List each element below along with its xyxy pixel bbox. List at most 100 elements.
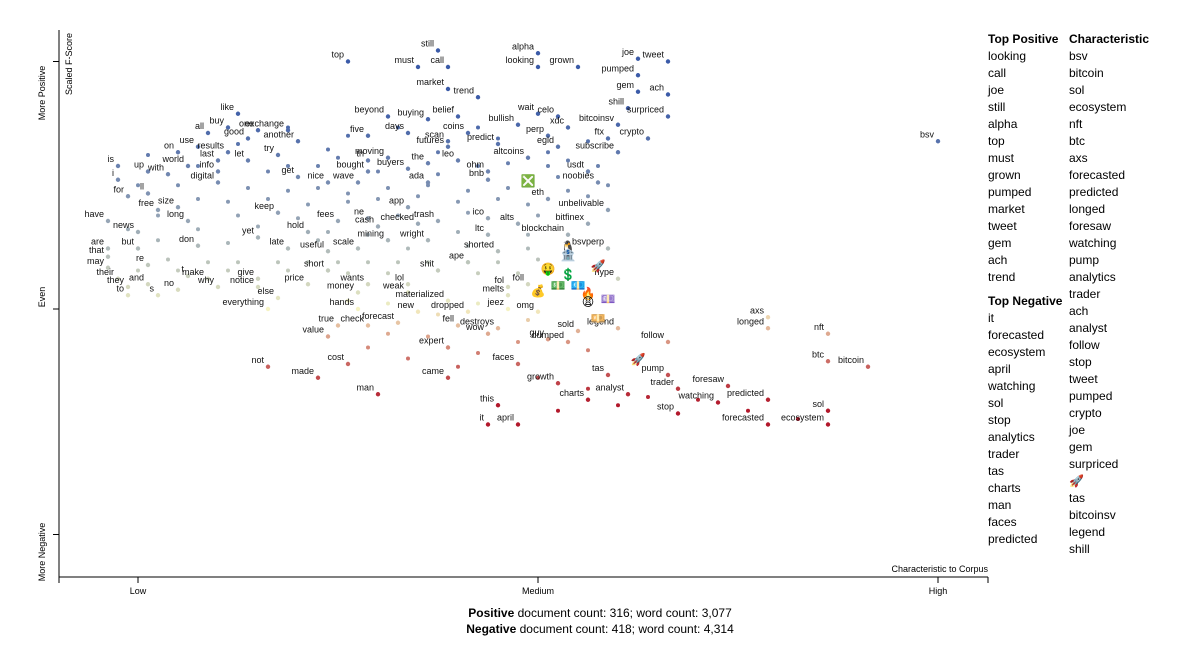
point-label[interactable]: coins — [443, 121, 465, 131]
point-label[interactable]: keep — [254, 201, 274, 211]
point-label[interactable]: check — [340, 314, 364, 324]
point-marker[interactable] — [146, 153, 150, 157]
point-marker[interactable] — [145, 282, 151, 287]
point-marker[interactable] — [176, 183, 180, 188]
point-label[interactable]: get — [281, 165, 294, 175]
characteristic-item[interactable]: 🚀 — [1069, 474, 1084, 488]
point-marker[interactable] — [715, 400, 721, 405]
point-marker[interactable] — [436, 150, 440, 155]
point-label[interactable]: don — [179, 234, 194, 244]
point-label[interactable]: free — [138, 198, 154, 208]
point-label[interactable]: ne — [354, 206, 364, 216]
point-label[interactable]: late — [269, 237, 284, 247]
point-marker[interactable] — [545, 337, 551, 342]
characteristic-item[interactable]: surpriced — [1069, 457, 1119, 471]
characteristic-item[interactable]: watching — [1069, 236, 1117, 250]
point-marker[interactable] — [476, 125, 480, 130]
point-label[interactable]: altcoins — [493, 146, 524, 156]
point-marker[interactable] — [616, 403, 620, 408]
top-positive-item[interactable]: top — [988, 134, 1005, 148]
point-marker[interactable] — [196, 164, 200, 168]
point-label[interactable]: hold — [287, 220, 304, 230]
point-label[interactable]: top — [331, 50, 344, 60]
point-label[interactable]: exchange — [245, 118, 284, 128]
point-marker[interactable] — [145, 169, 151, 174]
point-marker[interactable] — [286, 268, 290, 273]
characteristic-item[interactable]: predicted — [1069, 185, 1119, 199]
point-marker[interactable] — [585, 221, 591, 226]
point-marker[interactable] — [665, 339, 671, 345]
point-label[interactable]: ltc — [475, 223, 485, 233]
point-marker[interactable] — [155, 293, 161, 298]
point-label[interactable]: buyers — [377, 157, 405, 167]
point-marker[interactable] — [306, 260, 310, 265]
point-marker[interactable] — [205, 276, 211, 281]
point-marker[interactable] — [276, 260, 280, 265]
point-marker[interactable] — [105, 218, 111, 224]
point-marker[interactable] — [266, 197, 270, 201]
point-marker[interactable] — [205, 130, 211, 136]
point-marker[interactable] — [545, 133, 551, 138]
point-marker[interactable] — [455, 158, 461, 163]
point-label[interactable]: one — [239, 118, 254, 128]
point-marker[interactable] — [605, 136, 611, 141]
point-label[interactable]: th — [356, 149, 364, 159]
point-label[interactable]: money — [327, 281, 355, 291]
characteristic-item[interactable]: foresaw — [1069, 219, 1112, 233]
point-label[interactable]: scan — [425, 129, 444, 139]
point-marker[interactable] — [425, 117, 431, 122]
top-negative-item[interactable]: analytics — [988, 430, 1035, 444]
point-label[interactable]: unbelivable — [558, 198, 604, 208]
point-marker[interactable] — [696, 397, 700, 402]
characteristic-item[interactable]: tweet — [1069, 372, 1098, 386]
point-label[interactable]: ach — [649, 83, 664, 93]
point-marker[interactable] — [665, 372, 671, 378]
point-marker[interactable] — [245, 136, 251, 141]
point-marker[interactable] — [345, 59, 351, 64]
point-marker[interactable] — [536, 257, 540, 262]
point-marker[interactable] — [476, 351, 480, 355]
point-marker[interactable] — [565, 232, 571, 237]
point-label[interactable]: are — [91, 237, 104, 247]
point-marker[interactable] — [465, 130, 471, 136]
point-label[interactable]: scale — [333, 237, 354, 247]
point-marker[interactable] — [386, 301, 390, 306]
point-marker[interactable] — [365, 133, 371, 138]
characteristic-item[interactable]: gem — [1069, 440, 1093, 454]
point-marker[interactable] — [935, 139, 941, 144]
top-negative-item[interactable]: forecasted — [988, 328, 1045, 342]
point-marker[interactable] — [415, 221, 421, 226]
point-marker[interactable] — [366, 232, 370, 237]
point-label[interactable]: but — [121, 237, 134, 247]
point-marker[interactable] — [796, 417, 800, 421]
point-label[interactable]: days — [385, 121, 405, 131]
point-marker[interactable] — [175, 205, 181, 210]
point-marker[interactable] — [195, 243, 201, 248]
point-marker[interactable] — [255, 284, 261, 290]
point-marker[interactable] — [575, 328, 581, 334]
top-negative-item[interactable]: man — [988, 498, 1012, 512]
point-marker[interactable] — [415, 309, 421, 314]
point-label[interactable]: shit — [420, 259, 435, 269]
point-label[interactable]: noobies — [562, 171, 594, 181]
top-negative-item[interactable]: it — [988, 311, 994, 325]
point-marker[interactable] — [335, 218, 341, 224]
point-label[interactable]: bitcoinsv — [579, 113, 615, 123]
point-marker[interactable] — [376, 197, 380, 201]
point-label[interactable]: wow — [465, 322, 485, 332]
point-marker[interactable] — [526, 232, 530, 237]
characteristic-item[interactable]: crypto — [1069, 406, 1102, 420]
point-marker[interactable] — [476, 301, 480, 306]
point-marker[interactable] — [555, 144, 561, 149]
point-marker[interactable] — [255, 235, 261, 240]
point-label[interactable]: make — [182, 267, 204, 277]
point-marker[interactable] — [325, 334, 331, 339]
point-marker[interactable] — [405, 290, 411, 295]
point-marker[interactable] — [316, 164, 320, 168]
point-marker[interactable] — [215, 158, 221, 163]
point-marker[interactable] — [415, 64, 421, 70]
point-marker[interactable] — [605, 207, 611, 213]
point-label[interactable]: nft — [814, 322, 825, 332]
emoji-point[interactable]: 💷 — [601, 292, 616, 306]
point-label[interactable]: tas — [592, 363, 605, 373]
